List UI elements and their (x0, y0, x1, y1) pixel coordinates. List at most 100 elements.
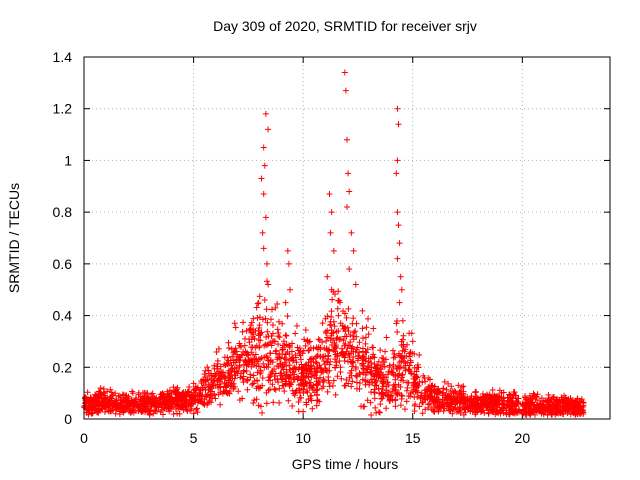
data-point (363, 369, 370, 376)
data-point (148, 391, 155, 398)
data-point (443, 386, 450, 393)
data-point (128, 396, 135, 403)
data-point (302, 326, 309, 333)
data-point (236, 340, 243, 347)
data-point (468, 393, 475, 400)
data-point (146, 412, 153, 419)
y-tick-label: 0.4 (53, 308, 73, 324)
data-point (475, 403, 482, 410)
data-point (393, 170, 400, 177)
data-point (380, 383, 387, 390)
data-point (202, 386, 209, 393)
data-point (492, 393, 499, 400)
data-point (202, 374, 209, 381)
data-point (416, 352, 423, 359)
data-point (292, 330, 299, 337)
data-point (407, 393, 414, 400)
data-point (261, 354, 268, 361)
data-point (394, 391, 401, 398)
data-point (376, 371, 383, 378)
data-point (155, 404, 162, 411)
data-point (244, 386, 251, 393)
data-point (251, 355, 258, 362)
data-point (201, 371, 208, 378)
data-point (453, 409, 460, 416)
data-point (401, 406, 408, 413)
data-point (403, 387, 410, 394)
data-point (221, 361, 228, 368)
data-point (394, 157, 401, 164)
data-point (552, 409, 559, 416)
data-point (254, 377, 261, 384)
data-point (240, 319, 247, 326)
data-point (356, 385, 363, 392)
data-point (488, 406, 495, 413)
data-point (291, 376, 298, 383)
data-point (214, 377, 221, 384)
data-point (375, 385, 382, 392)
data-point (350, 247, 357, 254)
data-point (356, 370, 363, 377)
data-point (399, 393, 406, 400)
data-point (448, 383, 455, 390)
data-point (115, 393, 122, 400)
data-point (405, 366, 412, 373)
data-point (359, 335, 366, 342)
data-point (396, 299, 403, 306)
data-point (194, 405, 201, 412)
data-point (245, 356, 252, 363)
data-point (229, 353, 236, 360)
data-point (258, 175, 265, 182)
data-point (389, 396, 396, 403)
plot-frame (83, 56, 611, 420)
data-point (570, 399, 577, 406)
data-point (347, 331, 354, 338)
data-point (230, 385, 237, 392)
data-point (301, 336, 308, 343)
data-point (500, 401, 507, 408)
data-point (265, 357, 272, 364)
data-point (327, 229, 334, 236)
data-point (368, 376, 375, 383)
data-point (274, 354, 281, 361)
data-point (257, 337, 264, 344)
data-point (274, 300, 281, 307)
data-point (240, 379, 247, 386)
data-point (330, 377, 337, 384)
data-point (136, 401, 143, 408)
y-tick-label: 0.6 (53, 256, 73, 272)
data-point (363, 324, 370, 331)
data-point (416, 403, 423, 410)
data-point (450, 389, 457, 396)
data-point (153, 394, 160, 401)
data-point (115, 406, 122, 413)
data-point (256, 293, 263, 300)
data-point (578, 396, 585, 403)
data-point (119, 407, 126, 414)
data-point (413, 368, 420, 375)
data-point (380, 374, 387, 381)
data-point (411, 402, 418, 409)
data-point (143, 401, 150, 408)
data-point (324, 327, 331, 334)
x-axis-label: GPS time / hours (292, 456, 399, 472)
data-point (290, 390, 297, 397)
data-point (383, 334, 390, 341)
data-point (404, 384, 411, 391)
data-point (345, 170, 352, 177)
data-point (291, 364, 298, 371)
data-point (262, 110, 269, 117)
data-point (250, 372, 257, 379)
data-point (568, 403, 575, 410)
data-point (394, 255, 401, 262)
data-point (400, 377, 407, 384)
data-point (362, 381, 369, 388)
data-point (538, 402, 545, 409)
data-point (292, 354, 299, 361)
data-point (340, 325, 347, 332)
data-point (338, 375, 345, 382)
data-point (413, 387, 420, 394)
data-point (324, 368, 331, 375)
data-point (212, 371, 219, 378)
data-point (393, 320, 400, 327)
